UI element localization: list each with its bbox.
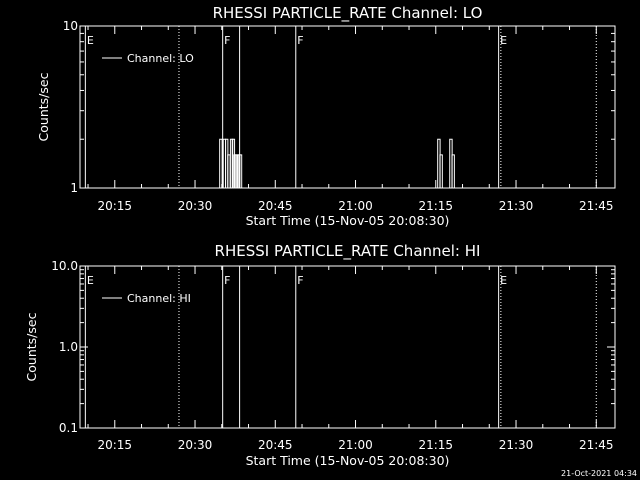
x-tick-label: 20:30 [178,438,213,452]
chart-title: RHESSI PARTICLE_RATE Channel: LO [213,4,483,23]
event-flag-label: F [297,34,303,47]
data-spike [219,138,223,188]
x-axis-label: Start Time (15-Nov-05 20:08:30) [246,213,450,228]
event-flag-label: F [297,274,303,287]
x-tick-label: 21:15 [418,438,453,452]
x-tick-label: 21:00 [338,199,373,213]
chart-title: RHESSI PARTICLE_RATE Channel: HI [215,242,481,261]
data-spike [235,154,239,188]
x-tick-label: 20:15 [97,199,132,213]
x-axis-label: Start Time (15-Nov-05 20:08:30) [246,453,450,468]
legend-label: Channel: HI [127,292,191,305]
data-spike [229,138,234,188]
plot-frame [79,25,616,189]
x-tick-label: 21:45 [579,199,614,213]
x-tick-label: 21:00 [338,438,373,452]
data-spike [451,154,455,188]
legend-label: Channel: LO [127,52,194,65]
x-tick-label: 21:45 [579,438,614,452]
data-spike [439,154,443,188]
y-tick-label: 10 [63,19,78,33]
x-tick-label: 21:15 [418,199,453,213]
footer-timestamp: 21-Oct-2021 04:34 [561,469,637,478]
y-tick-label: 0.1 [59,421,78,435]
x-tick-label: 21:30 [499,199,534,213]
data-spike [231,138,236,188]
event-flag-label: E [500,34,507,47]
x-tick-label: 20:45 [258,438,293,452]
event-flag-label: F [224,34,230,47]
data-spike [233,154,237,188]
event-flag-label: E [87,34,94,47]
data-spike [237,154,241,188]
panel-1: RHESSI PARTICLE_RATE Channel: LO E F F E 20:1… [36,4,616,228]
x-tick-label: 20:30 [178,199,213,213]
panel-2: RHESSI PARTICLE_RATE Channel: HI E F F E 20:1… [24,242,616,468]
y-axis-label: Counts/sec [36,72,51,141]
event-flag-label: E [500,274,507,287]
y-axis-label: Counts/sec [24,312,39,381]
event-flag-label: E [87,274,94,287]
x-tick-label: 20:15 [97,438,132,452]
x-tick-label: 21:30 [499,438,534,452]
event-flag-label: F [224,274,230,287]
y-tick-label: 10.0 [51,259,78,273]
x-tick-label: 20:45 [258,199,293,213]
y-tick-label: 1 [70,181,78,195]
y-tick-label: 1.0 [59,340,78,354]
data-spike [238,154,243,188]
